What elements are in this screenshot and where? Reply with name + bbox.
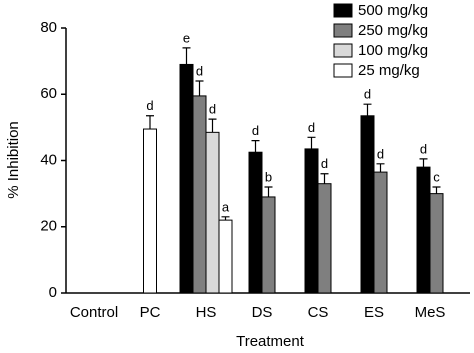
legend-label: 100 mg/kg (358, 42, 428, 59)
x-tick-label: CS (308, 304, 329, 321)
bar (218, 219, 233, 294)
y-tick-label: 80 (40, 19, 57, 36)
bar (317, 183, 332, 294)
legend-label: 500 mg/kg (358, 2, 428, 19)
bar (416, 166, 431, 294)
bar (248, 151, 263, 294)
error-bar (307, 136, 316, 149)
error-bar (363, 103, 372, 116)
error-bar (182, 47, 191, 65)
significance-letter: c (433, 169, 440, 184)
significance-letter: d (252, 123, 259, 138)
error-bar (251, 140, 260, 153)
significance-letter: d (209, 102, 216, 117)
significance-letter: d (364, 87, 371, 102)
x-tick-label: HS (196, 304, 217, 321)
y-tick-label: 60 (40, 85, 57, 102)
bar (360, 115, 375, 294)
significance-letter: d (420, 141, 427, 156)
x-tick-label: MeS (415, 304, 446, 321)
error-bar (432, 186, 441, 194)
significance-letter: d (308, 120, 315, 135)
y-tick-label: 20 (40, 218, 57, 235)
significance-letter: d (377, 146, 384, 161)
significance-letter: b (265, 169, 272, 184)
error-bar (376, 163, 385, 173)
error-bar (320, 173, 329, 184)
x-tick-label: ES (364, 304, 384, 321)
significance-letter: d (321, 156, 328, 171)
bar (205, 131, 220, 294)
error-bar (419, 158, 428, 168)
legend-label: 25 mg/kg (358, 62, 420, 79)
significance-letter: d (196, 63, 203, 78)
x-tick-label: PC (140, 304, 161, 321)
x-tick-label: Control (70, 304, 118, 321)
bar (261, 196, 276, 294)
bar (143, 128, 157, 294)
y-tick-label: 0 (49, 284, 57, 301)
legend-swatch (333, 23, 353, 38)
bar (429, 193, 444, 294)
legend-label: 250 mg/kg (358, 22, 428, 39)
x-axis-title: Treatment (236, 333, 305, 350)
y-tick-label: 40 (40, 151, 57, 168)
error-bar (264, 186, 273, 197)
legend-swatch (333, 43, 353, 58)
x-tick-label: DS (252, 304, 273, 321)
legend-swatch (333, 3, 353, 18)
y-axis-title: % Inhibition (5, 121, 22, 199)
error-bar (221, 216, 230, 221)
bar (192, 95, 207, 294)
bar (304, 148, 319, 294)
error-bar (208, 118, 217, 133)
error-bar (146, 115, 154, 130)
significance-letter: a (222, 199, 230, 214)
bar (373, 171, 388, 294)
error-bar (195, 80, 204, 96)
legend-swatch (333, 63, 353, 78)
bar (179, 63, 194, 294)
significance-letter: d (146, 98, 153, 113)
significance-letter: e (183, 30, 190, 45)
